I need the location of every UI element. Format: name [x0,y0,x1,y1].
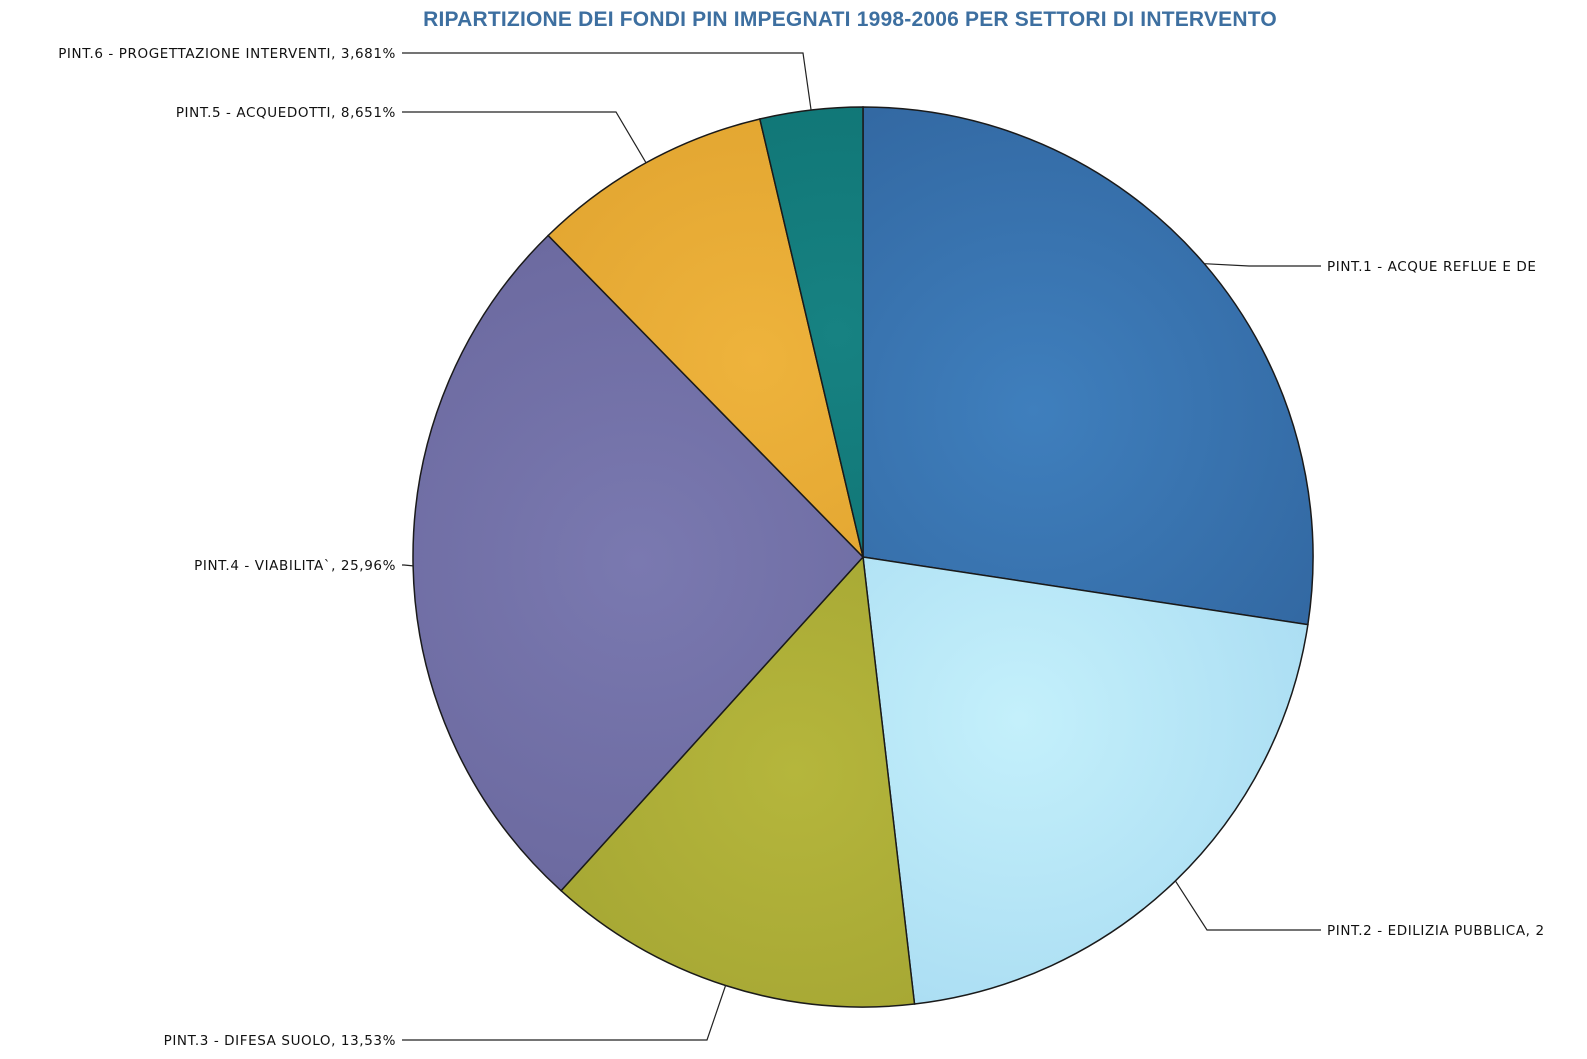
slice-label-2: PINT.2 - EDILIZIA PUBBLICA, 2 [1327,923,1545,939]
leader-line-5 [402,111,647,164]
labels-layer: PINT.1 - ACQUE REFLUE E DE PINT.2 - EDILI… [58,46,1544,1049]
slice-label-1: PINT.1 - ACQUE REFLUE E DE [1327,259,1537,275]
slice-label-4: PINT.4 - VIABILITA`, 25,96% [194,558,396,574]
leader-line-3 [402,985,727,1041]
slices-layer [412,106,1314,1008]
leader-line-6 [402,52,812,111]
slice-label-3: PINT.3 - DIFESA SUOLO, 13,53% [164,1033,396,1049]
pie-slice-1 [862,106,1314,626]
leader-line-4 [402,564,414,567]
chart-title: RIPARTIZIONE DEI FONDI PIN IMPEGNATI 199… [423,8,1277,31]
leader-line-1 [1204,263,1321,267]
pie-slice-2 [862,556,1309,1005]
slice-label-5: PINT.5 - ACQUEDOTTI, 8,651% [176,105,396,121]
leader-lines-layer [402,52,1321,1041]
leader-line-2 [1174,880,1321,931]
slice-label-6: PINT.6 - PROGETTAZIONE INTERVENTI, 3,681… [58,46,396,62]
pie-slice-4 [412,234,865,892]
pie-slice-3 [560,555,916,1008]
